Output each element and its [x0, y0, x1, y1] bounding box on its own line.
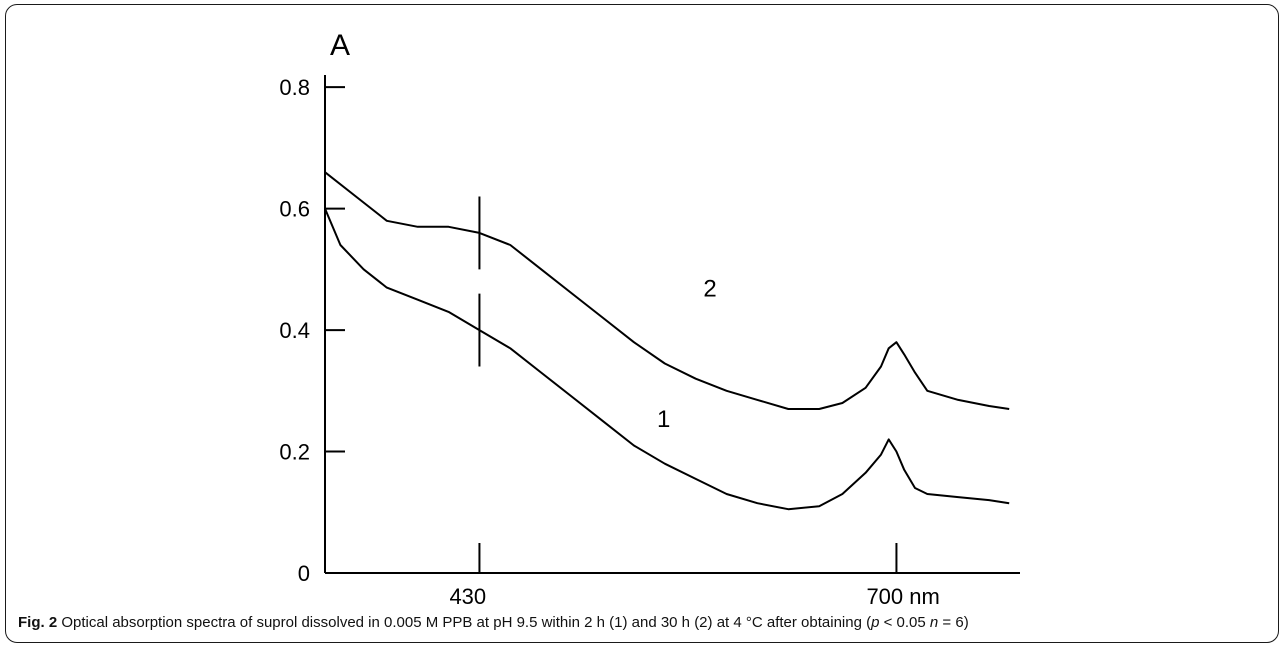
y-axis-title: A — [330, 29, 350, 62]
x-tick-label: 700 nm — [866, 584, 939, 609]
x-tick-label: 430 — [449, 584, 486, 609]
caption-text: Optical absorption spectra of suprol dis… — [57, 614, 872, 631]
x-ticks: 430 700 nm — [449, 543, 940, 609]
y-tick-label: 0.6 — [279, 197, 310, 222]
y-ticks: 0 0.2 0.4 0.6 0.8 — [279, 75, 345, 586]
axes: A — [324, 29, 1020, 574]
y-tick-label: 0.8 — [279, 75, 310, 100]
caption-label: Fig. 2 — [18, 614, 58, 631]
series-1-line — [324, 208, 1010, 511]
y-tick-label: 0.4 — [279, 318, 310, 343]
y-tick-label: 0.2 — [279, 440, 310, 465]
figure-frame — [5, 4, 1279, 643]
caption-n-symbol: n — [929, 614, 939, 631]
series-2-line — [324, 171, 1010, 410]
curve-label-2: 2 — [703, 276, 716, 303]
absorption-chart: A 00.20.40.60.8 430 700 nm 12 — [279, 29, 1020, 609]
curve-labels: 12 — [657, 276, 717, 434]
caption-p-symbol: p — [871, 614, 880, 631]
figure-caption: Fig. 2 Optical absorption spectra of sup… — [18, 614, 1273, 631]
caption-p-value: < 0.05 — [879, 614, 930, 631]
y-tick-label: 0 — [298, 561, 310, 586]
caption-n-value: = 6) — [938, 614, 969, 631]
curve-label-1: 1 — [657, 406, 670, 433]
series-layer — [324, 171, 1010, 511]
